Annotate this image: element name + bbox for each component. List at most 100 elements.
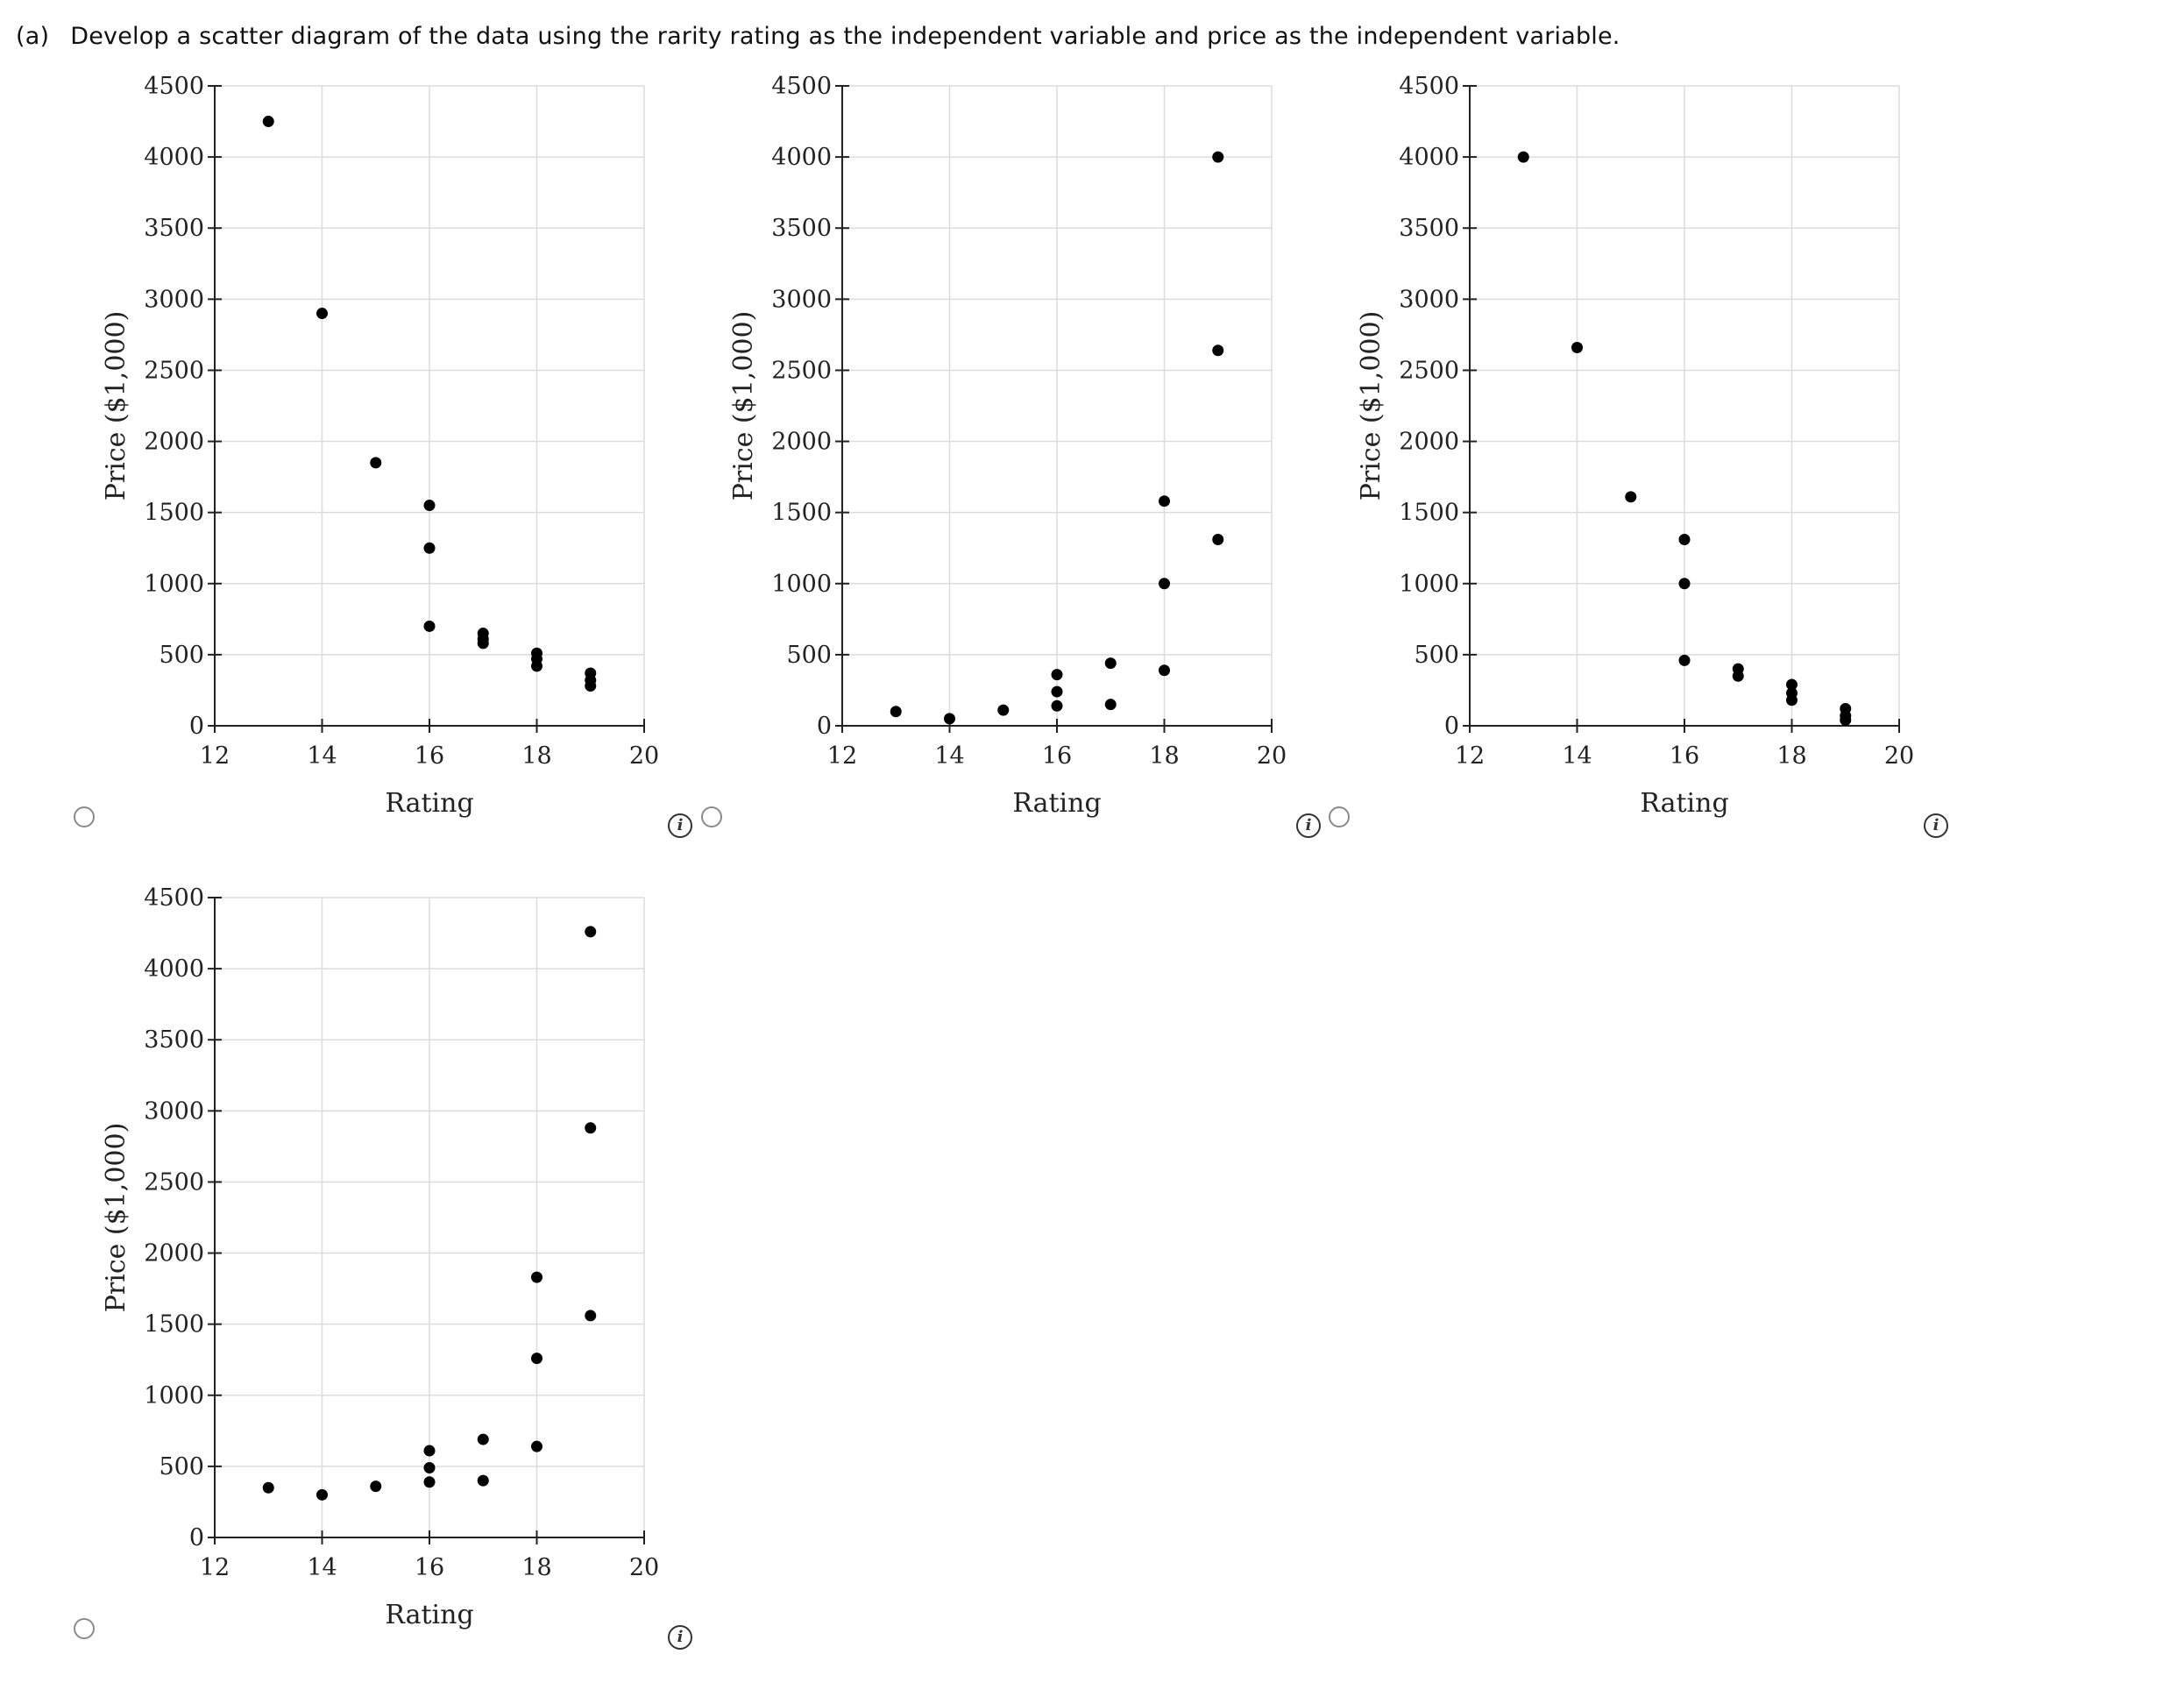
scatter-chart-option-2: 12 14 16 18 20 0 500 1000 1500 2000 2500 3000 3500 40…	[724, 70, 1390, 885]
scatter-chart-option-1: 12 14 16 18 20 0 500 1000 1500 2000 2500 3000 3500 40…	[96, 70, 762, 885]
y-tick-label: 2000	[144, 429, 204, 456]
data-point	[1159, 495, 1170, 508]
data-point	[1159, 578, 1170, 590]
data-point	[944, 713, 955, 725]
info-icon-option-1[interactable]: i	[668, 813, 692, 838]
y-tick-label: 4500	[144, 73, 204, 100]
y-tick-label: 3500	[1399, 215, 1459, 242]
x-tick-label: 14	[934, 742, 964, 770]
scatter-plot-4: 12 14 16 18 20 0 500 1000 1500 2000 2500 3000 3500 40…	[101, 884, 659, 1630]
y-tick-label: 3500	[771, 215, 832, 242]
y-tick-label: 2500	[144, 1168, 204, 1196]
y-tick-label: 2000	[1399, 429, 1459, 456]
data-point	[890, 706, 902, 718]
y-tick-label: 4000	[1399, 144, 1459, 171]
data-point	[477, 1474, 489, 1487]
question-prompt: (a) Develop a scatter diagram of the data…	[16, 23, 1620, 50]
y-tick-label: 500	[159, 642, 204, 669]
data-point	[316, 1488, 328, 1501]
data-point	[1104, 657, 1117, 670]
x-tick-label: 12	[200, 742, 230, 770]
x-axis-label: Rating	[1012, 788, 1101, 819]
data-point	[1571, 341, 1583, 353]
data-point	[1517, 151, 1529, 163]
y-axis-label: Price ($1,000)	[1356, 311, 1386, 501]
data-point	[423, 542, 436, 554]
answer-radio-option-2[interactable]	[701, 806, 722, 827]
x-tick-label: 20	[1884, 742, 1914, 770]
y-tick-label: 500	[786, 642, 832, 669]
y-axis-label: Price ($1,000)	[728, 311, 759, 501]
x-tick-label: 16	[1670, 742, 1699, 770]
y-tick-label: 2000	[771, 429, 832, 456]
data-point	[1051, 669, 1063, 681]
info-icon-option-3[interactable]: i	[1924, 813, 1948, 838]
x-tick-label: 12	[827, 742, 857, 770]
y-tick-label: 1000	[144, 1382, 204, 1409]
y-axis-label: Price ($1,000)	[101, 311, 131, 501]
data-point	[1678, 578, 1691, 590]
x-tick-label: 18	[1776, 742, 1806, 770]
data-point	[370, 457, 382, 469]
x-tick-label: 18	[1149, 742, 1179, 770]
y-tick-label: 2500	[144, 357, 204, 384]
data-point	[585, 926, 597, 938]
y-tick-label: 2500	[771, 357, 832, 384]
data-point	[423, 500, 436, 512]
data-point	[1104, 699, 1117, 711]
data-point	[477, 1433, 489, 1445]
y-tick-label: 1000	[144, 571, 204, 598]
scatter-plot-1: 12 14 16 18 20 0 500 1000 1500 2000 2500 3000 3500 40…	[101, 73, 659, 819]
data-point	[1840, 714, 1852, 727]
data-point	[477, 637, 489, 650]
x-tick-label: 16	[415, 742, 444, 770]
y-tick-label: 500	[159, 1453, 204, 1480]
y-tick-label: 1500	[144, 1311, 204, 1338]
y-tick-label: 4500	[144, 884, 204, 912]
data-point	[1212, 151, 1224, 163]
answer-radio-option-1[interactable]	[74, 806, 95, 827]
data-point	[1786, 678, 1798, 691]
x-tick-label: 16	[415, 1554, 444, 1581]
scatter-plot-2: 12 14 16 18 20 0 500 1000 1500 2000 2500 3000 3500 40…	[728, 73, 1287, 819]
x-tick-label: 16	[1042, 742, 1072, 770]
y-tick-label: 1500	[1399, 500, 1459, 527]
data-point	[423, 620, 436, 632]
y-tick-label: 0	[189, 1524, 204, 1551]
y-tick-label: 0	[817, 713, 832, 740]
x-tick-label: 14	[1562, 742, 1592, 770]
info-icon-option-2[interactable]: i	[1296, 813, 1321, 838]
data-point	[1678, 533, 1691, 545]
answer-radio-option-3[interactable]	[1329, 806, 1350, 827]
x-tick-label: 14	[307, 742, 337, 770]
data-point	[370, 1480, 382, 1493]
info-icon-option-4[interactable]: i	[668, 1625, 692, 1650]
x-tick-label: 20	[629, 1554, 659, 1581]
data-point	[997, 704, 1010, 716]
data-point	[531, 1271, 542, 1283]
data-point	[531, 660, 542, 672]
y-tick-label: 4000	[771, 144, 832, 171]
x-tick-label: 12	[200, 1554, 230, 1581]
y-tick-label: 4500	[1399, 73, 1459, 100]
data-point	[423, 1445, 436, 1457]
y-tick-label: 0	[189, 713, 204, 740]
data-point	[1678, 654, 1691, 666]
data-point	[585, 1122, 597, 1134]
scatter-chart-option-4: 12 14 16 18 20 0 500 1000 1500 2000 2500 3000 3500 40…	[96, 882, 762, 1697]
data-point	[1051, 685, 1063, 698]
answer-radio-option-4[interactable]	[74, 1618, 95, 1639]
y-tick-label: 1000	[1399, 571, 1459, 598]
data-point	[1732, 670, 1744, 682]
x-tick-label: 14	[307, 1554, 337, 1581]
data-point	[262, 1481, 274, 1494]
y-tick-label: 3000	[144, 286, 204, 313]
y-tick-label: 1500	[144, 500, 204, 527]
y-tick-label: 2500	[1399, 357, 1459, 384]
y-tick-label: 4000	[144, 144, 204, 171]
data-point	[316, 308, 328, 320]
data-point	[1625, 491, 1637, 503]
y-tick-label: 4000	[144, 955, 204, 983]
x-tick-label: 18	[521, 1554, 551, 1581]
question-number: (a)	[16, 23, 50, 50]
